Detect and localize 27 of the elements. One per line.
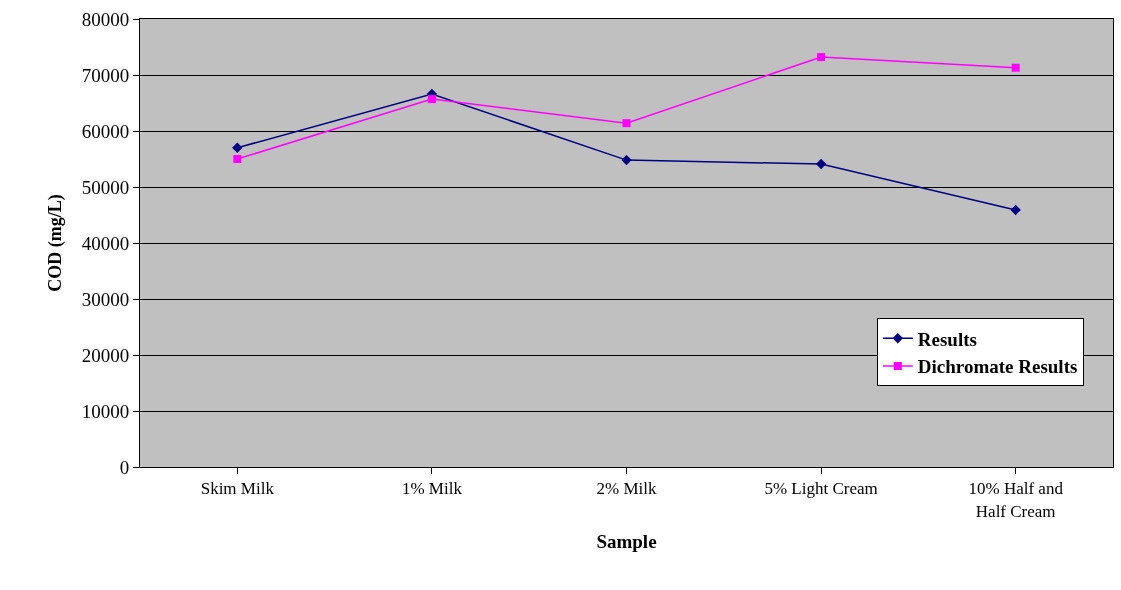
y-tick-label: 70000 xyxy=(81,64,130,86)
point xyxy=(233,155,242,163)
legend-label: Dichromate Results xyxy=(917,356,1078,378)
x-tick-label: 10% Half and Half Cream xyxy=(968,479,1064,521)
x-tick-label: 2% Milk xyxy=(596,479,657,499)
y-tick-label: 40000 xyxy=(81,232,130,254)
y-axis-title: COD (mg/L) xyxy=(44,194,66,292)
x-axis-title: Sample xyxy=(596,531,657,553)
y-tick-label: 50000 xyxy=(81,176,130,198)
y-tick-label: 20000 xyxy=(81,344,130,366)
point xyxy=(1011,63,1020,72)
point xyxy=(621,154,632,166)
legend-label: Results xyxy=(917,328,977,350)
point xyxy=(427,95,436,104)
point xyxy=(1010,204,1021,216)
y-tick-label: 10000 xyxy=(81,400,130,422)
y-tick-label: 80000 xyxy=(81,8,130,30)
y-tick-label: 30000 xyxy=(81,288,130,310)
point xyxy=(815,158,827,170)
point xyxy=(817,53,826,62)
x-tick-label: Skim Milk xyxy=(200,479,275,499)
x-tick-label: 1% Milk xyxy=(401,479,463,499)
point xyxy=(622,119,631,128)
y-tick-label: 0 xyxy=(119,456,130,478)
x-tick-label: 5% Light Cream xyxy=(764,479,878,499)
point xyxy=(232,142,243,153)
y-tick-label: 60000 xyxy=(81,120,130,142)
